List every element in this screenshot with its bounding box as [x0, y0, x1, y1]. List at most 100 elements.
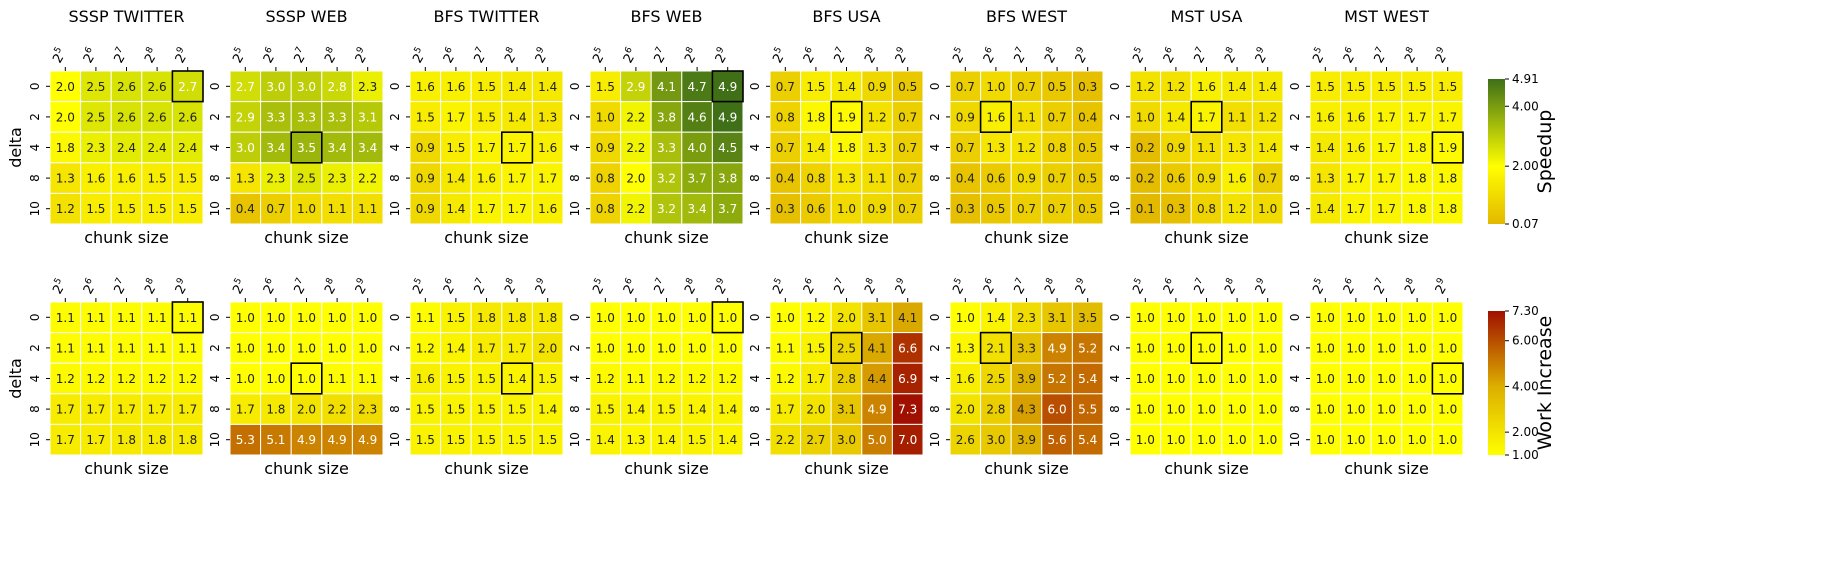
cell-value-label: 1.8	[806, 110, 825, 124]
cell-value-label: 1.2	[1166, 80, 1185, 94]
cell-value-label: 1.1	[328, 372, 347, 386]
y-tick-label: 2	[28, 113, 42, 121]
y-tick-label: 4	[748, 375, 762, 383]
cell-value-label: 0.5	[1078, 202, 1097, 216]
y-tick-label: 10	[568, 201, 582, 216]
heatmap-cell	[49, 423, 82, 456]
cell-value-label: 7.3	[898, 403, 917, 417]
cell-value-label: 1.9	[837, 110, 856, 124]
heatmap-cell	[351, 192, 384, 225]
x-axis-label: chunk size	[444, 459, 529, 478]
heatmap-cell	[470, 162, 503, 194]
cell-value-label: 1.0	[297, 341, 316, 355]
cell-value-label: 2.7	[806, 433, 825, 447]
heatmap-cell	[1190, 162, 1223, 194]
cell-value-label: 1.1	[117, 311, 136, 325]
cell-value-label: 1.0	[1136, 110, 1155, 124]
heatmap-cell	[681, 162, 713, 194]
cell-value-label: 4.1	[898, 311, 917, 325]
heatmap-cell	[650, 362, 683, 395]
cell-value-label: 2.6	[117, 80, 136, 94]
x-tick-label: 25	[589, 45, 611, 66]
x-tick-label: 26	[1339, 276, 1361, 297]
cell-value-label: 1.5	[446, 311, 465, 325]
cell-value-label: 1.5	[416, 110, 435, 124]
cell-value-label: 2.7	[178, 80, 197, 94]
y-tick-label: 10	[1288, 201, 1302, 216]
cell-value-label: 1.1	[86, 341, 105, 355]
heatmap-cell	[1221, 192, 1253, 225]
heatmap-cell	[589, 70, 622, 103]
heatmap-cell	[171, 393, 204, 425]
heatmap-cell	[1071, 192, 1104, 225]
cell-value-label: 1.4	[596, 433, 615, 447]
cell-value-label: 5.5	[1078, 403, 1097, 417]
cell-value-label: 1.0	[718, 341, 737, 355]
cell-value-label: 0.3	[1166, 202, 1185, 216]
cell-value-label: 1.3	[1228, 141, 1247, 155]
cell-value-label: 1.5	[1408, 80, 1427, 94]
cell-value-label: 1.0	[1136, 341, 1155, 355]
heatmap-cell	[229, 162, 262, 194]
cell-value-label: 1.1	[86, 311, 105, 325]
heatmap-cell	[290, 393, 323, 425]
cell-value-label: 1.0	[1438, 433, 1457, 447]
cell-value-label: 0.7	[898, 172, 917, 186]
cell-value-label: 0.3	[1078, 80, 1097, 94]
cell-value-label: 3.4	[358, 141, 377, 155]
cell-value-label: 1.0	[1197, 311, 1216, 325]
heatmap-cell	[769, 101, 802, 133]
heatmap-panel-14: 1.0 1.4 2.3 3.1 3.5 1.3 2.1 3.3 4.9 5.2 1.6 2.5 3.9 5…	[928, 276, 1104, 478]
heatmap-cell	[589, 192, 622, 225]
cell-value-label: 1.8	[538, 311, 557, 325]
cell-value-label: 3.3	[297, 110, 316, 124]
x-tick-label: 29	[171, 45, 193, 66]
heatmap-cell	[80, 332, 112, 364]
heatmap-cell	[711, 393, 744, 425]
cell-value-label: 1.4	[718, 403, 737, 417]
cell-value-label: 1.1	[1228, 110, 1247, 124]
cell-value-label: 1.2	[148, 372, 167, 386]
heatmap-cell	[229, 131, 262, 164]
cell-value-label: 1.0	[1197, 341, 1216, 355]
cell-value-label: 1.5	[477, 110, 496, 124]
cell-value-label: 1.0	[297, 372, 316, 386]
cell-value-label: 1.6	[1346, 141, 1365, 155]
heatmap-panel-1: SSSP TWITTER 2.0 2.5 2.6 2.6 2.7 2.0 2.5 2.6 2.6 2…	[6, 7, 204, 247]
y-tick-label: 2	[928, 344, 942, 352]
heatmap-cell	[351, 301, 384, 334]
cell-value-label: 2.2	[328, 403, 347, 417]
y-tick-label: 8	[1108, 174, 1122, 182]
y-tick-label: 8	[568, 174, 582, 182]
cell-value-label: 1.8	[56, 141, 75, 155]
x-tick-label: 27	[470, 45, 492, 66]
x-tick-label: 26	[979, 276, 1001, 297]
heatmap-cell	[650, 393, 683, 425]
cell-value-label: 1.0	[1166, 372, 1185, 386]
x-axis-label: chunk size	[1164, 459, 1249, 478]
cell-value-label: 0.4	[776, 172, 795, 186]
heatmap-cell	[321, 192, 353, 225]
cell-value-label: 5.1	[266, 433, 285, 447]
x-tick-label: 28	[320, 45, 342, 66]
x-tick-label: 27	[1370, 45, 1392, 66]
heatmap-cell	[501, 162, 533, 194]
best-cell-highlight	[1431, 131, 1464, 164]
cell-value-label: 3.3	[1017, 341, 1036, 355]
cell-value-label: 0.9	[1166, 141, 1185, 155]
x-tick-label: 26	[1159, 276, 1181, 297]
cell-value-label: 1.5	[178, 172, 197, 186]
cell-value-label: 1.0	[1258, 403, 1277, 417]
heatmap-cell	[501, 393, 533, 425]
cell-value-label: 1.0	[1377, 433, 1396, 447]
cell-value-label: 1.0	[776, 311, 795, 325]
heatmap-cell	[891, 131, 924, 164]
cell-value-label: 1.7	[508, 141, 527, 155]
cell-value-label: 6.0	[1048, 403, 1067, 417]
cell-value-label: 1.0	[1438, 341, 1457, 355]
best-cell-highlight	[1431, 362, 1464, 395]
x-axis-label: chunk size	[1344, 459, 1429, 478]
cell-value-label: 5.3	[236, 433, 255, 447]
cell-value-label: 1.8	[266, 403, 285, 417]
x-tick-label: 26	[619, 276, 641, 297]
